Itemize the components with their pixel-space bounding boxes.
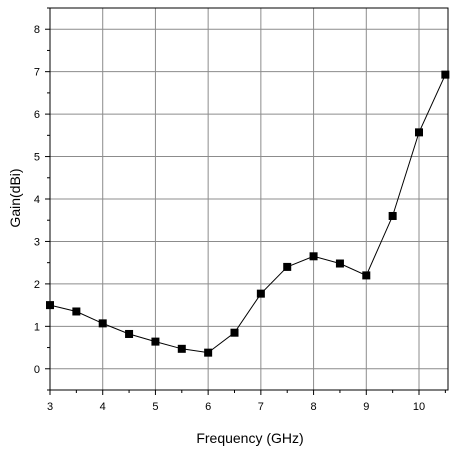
y-axis-title: Gain(dBi) (7, 168, 23, 227)
y-tick-label-8: 8 (34, 24, 40, 36)
x-tick-label-10: 10 (413, 401, 425, 413)
y-tick-label-0: 0 (34, 364, 40, 376)
data-point (362, 271, 371, 280)
y-tick-label-2: 2 (34, 279, 40, 291)
y-tick-label-5: 5 (34, 152, 40, 164)
data-point (72, 307, 81, 316)
x-tick-label-9: 9 (363, 401, 369, 413)
y-tick-label-3: 3 (34, 236, 40, 248)
data-point (177, 344, 186, 353)
y-tick-label-6: 6 (34, 109, 40, 121)
y-tick-label-1: 1 (34, 321, 40, 333)
y-tick-label-7: 7 (34, 67, 40, 79)
x-tick-label-6: 6 (205, 401, 211, 413)
data-point (335, 259, 344, 268)
data-point (441, 70, 450, 79)
x-tick-label-3: 3 (47, 401, 53, 413)
data-point (309, 252, 318, 261)
ticks: 3 4 5 6 7 8 9 10 0 1 2 3 4 5 6 7 8 (34, 7, 446, 413)
x-tick-label-7: 7 (258, 401, 264, 413)
data-point (46, 301, 54, 310)
series-layer (46, 70, 450, 357)
data-point (415, 128, 424, 137)
data-point (230, 328, 239, 337)
data-point (256, 289, 265, 298)
data-point (98, 319, 107, 328)
data-point (204, 348, 213, 357)
series-line-0 (49, 74, 446, 354)
data-point (125, 329, 134, 338)
x-tick-label-4: 4 (100, 401, 106, 413)
grid (50, 8, 448, 390)
x-tick-label-5: 5 (152, 401, 158, 413)
data-point (388, 211, 397, 220)
data-point (283, 262, 292, 271)
data-point (151, 337, 160, 346)
y-tick-label-4: 4 (34, 194, 40, 206)
x-tick-label-8: 8 (311, 401, 317, 413)
x-axis-title: Frequency (GHz) (196, 430, 303, 446)
